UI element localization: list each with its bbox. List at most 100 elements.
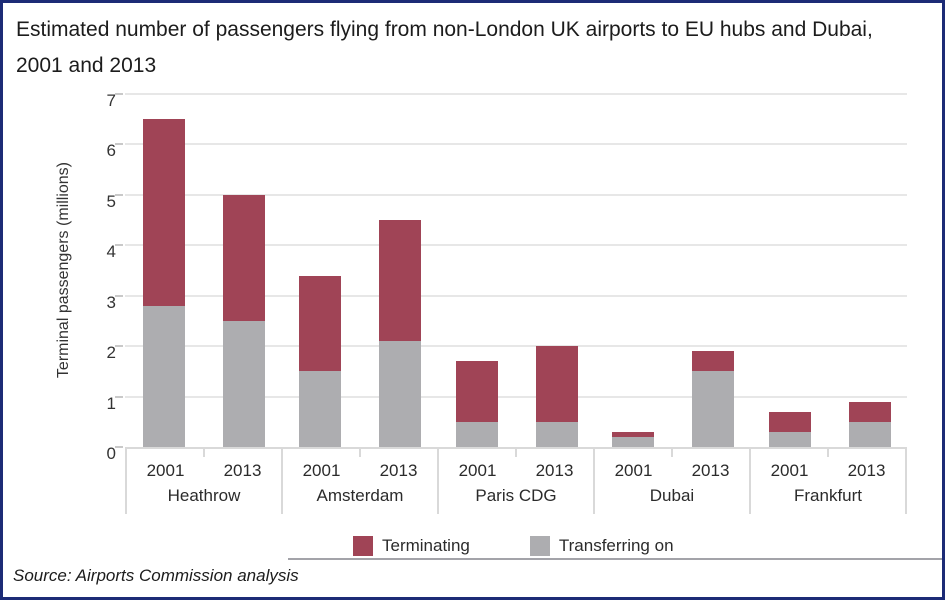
y-tick-label-3: 3 — [106, 292, 116, 312]
source-caption: Source: Airports Commission analysis — [13, 566, 299, 585]
bar-heathrow-2001 — [143, 119, 185, 447]
category-year-row: 2001 2013 — [127, 449, 281, 481]
category-group-label: Frankfurt — [793, 486, 863, 505]
bar-segment-transferring-on — [455, 421, 498, 447]
category-group-amsterdam: 2001 2013 Amsterdam — [281, 449, 437, 514]
y-tick-label-2: 2 — [106, 343, 116, 363]
category-year-label: 2001 — [146, 461, 185, 480]
category-year-row: 2001 2013 — [283, 449, 437, 481]
gridline-3 — [125, 294, 907, 297]
transferring-color-swatch — [529, 536, 550, 556]
legend: Terminating Transferring on — [353, 536, 674, 556]
bar-segment-terminating — [692, 351, 735, 372]
y-axis-ticks — [115, 93, 125, 448]
bar-group-frankfurt — [751, 94, 907, 447]
y-tick-5 — [115, 193, 123, 196]
y-tick-label-4: 4 — [106, 242, 116, 262]
category-year-label: 2013 — [691, 461, 730, 480]
bar-segment-terminating — [299, 275, 342, 372]
category-year-label: 2013 — [223, 461, 262, 480]
bar-paris-cdg-2001 — [455, 361, 498, 447]
footer-divider-line — [288, 558, 942, 560]
bar-segment-terminating — [612, 431, 655, 437]
bar-segment-terminating — [768, 411, 811, 432]
bar-segment-transferring-on — [535, 421, 578, 447]
category-group-label: Dubai — [649, 486, 695, 505]
bar-group-amsterdam — [281, 94, 437, 447]
plot-area — [125, 93, 907, 447]
bar-segment-transferring-on — [692, 371, 735, 447]
category-year-label: 2001 — [614, 461, 653, 480]
category-year-label: 2013 — [847, 461, 886, 480]
legend-label-transferring: Transferring on — [558, 536, 674, 555]
y-axis-tick-labels: 0 1 2 3 4 5 6 7 — [3, 91, 116, 463]
category-year-label: 2001 — [458, 461, 497, 480]
bar-segment-terminating — [848, 401, 891, 422]
category-group-paris-cdg: 2001 2013 Paris CDG — [437, 449, 593, 514]
category-year-row: 2001 2013 — [439, 449, 593, 481]
bar-segment-terminating — [455, 361, 498, 422]
category-axis: 2001 2013 Heathrow 2001 2013 Amsterdam 2001 201… — [125, 447, 907, 514]
bar-segment-transferring-on — [223, 320, 265, 447]
bar-dubai-2013 — [692, 351, 735, 447]
bar-amsterdam-2013 — [379, 220, 422, 447]
bar-segment-transferring-on — [379, 341, 422, 447]
bar-segment-transferring-on — [299, 371, 342, 447]
legend-label-terminating: Terminating — [382, 536, 470, 555]
category-year-label: 2013 — [379, 461, 418, 480]
category-axis-tick — [827, 449, 829, 457]
category-group-label: Paris CDG — [475, 486, 557, 505]
gridline-7 — [125, 93, 907, 95]
category-year-row: 2001 2013 — [751, 449, 905, 481]
legend-item-terminating: Terminating — [353, 536, 470, 556]
bar-segment-transferring-on — [768, 431, 811, 447]
bar-dubai-2001 — [612, 431, 655, 447]
gridline-6 — [125, 143, 907, 146]
bar-group-heathrow — [125, 94, 281, 447]
y-tick-0 — [115, 446, 123, 448]
bar-heathrow-2013 — [223, 194, 265, 447]
bar-frankfurt-2001 — [768, 411, 811, 447]
category-axis-tick — [515, 449, 517, 457]
category-group-frankfurt: 2001 2013 Frankfurt — [749, 449, 905, 514]
category-year-label: 2001 — [770, 461, 809, 480]
category-group-heathrow: 2001 2013 Heathrow — [127, 449, 281, 514]
bar-amsterdam-2001 — [299, 275, 342, 447]
terminating-color-swatch — [353, 536, 373, 556]
category-year-row: 2001 2013 — [595, 449, 749, 481]
y-tick-1 — [115, 395, 123, 398]
y-tick-2 — [115, 345, 123, 348]
bar-segment-terminating — [223, 194, 265, 321]
category-year-label: 2001 — [302, 461, 341, 480]
category-axis-tick — [671, 449, 673, 457]
bar-paris-cdg-2013 — [535, 346, 578, 447]
bar-segment-transferring-on — [143, 305, 185, 447]
y-tick-4 — [115, 244, 123, 247]
bar-segment-terminating — [535, 346, 578, 422]
y-tick-6 — [115, 143, 123, 146]
y-tick-label-1: 1 — [106, 393, 116, 413]
y-tick-label-5: 5 — [106, 191, 116, 211]
bar-groups — [125, 94, 907, 447]
y-tick-7 — [115, 93, 123, 95]
bar-group-dubai — [594, 94, 750, 447]
y-tick-3 — [115, 294, 123, 297]
bar-frankfurt-2013 — [848, 401, 891, 447]
bar-segment-terminating — [143, 119, 185, 306]
category-group-label: Amsterdam — [316, 486, 404, 505]
gridline-1 — [125, 395, 907, 398]
category-group-label: Heathrow — [167, 486, 241, 505]
category-group-dubai: 2001 2013 Dubai — [593, 449, 749, 514]
legend-item-transferring: Transferring on — [529, 536, 674, 556]
bar-segment-transferring-on — [848, 421, 891, 447]
category-year-label: 2013 — [535, 461, 574, 480]
y-tick-label-7: 7 — [106, 91, 116, 110]
category-axis-tick — [203, 449, 205, 457]
chart-title: Estimated number of passengers flying fr… — [16, 18, 873, 77]
bar-segment-terminating — [379, 220, 422, 342]
gridline-5 — [125, 193, 907, 196]
y-tick-label-0: 0 — [106, 444, 116, 463]
gridline-4 — [125, 244, 907, 247]
category-axis-tick — [359, 449, 361, 457]
bar-group-paris-cdg — [438, 94, 594, 447]
